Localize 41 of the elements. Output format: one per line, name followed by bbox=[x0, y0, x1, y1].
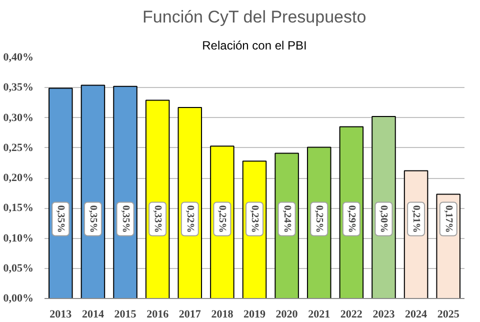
y-tick-label: 0,20% bbox=[3, 172, 34, 184]
y-tick-label: 0,00% bbox=[3, 292, 34, 304]
bar bbox=[145, 100, 170, 298]
data-label: 0,24% bbox=[281, 205, 292, 233]
x-tick-label: 2017 bbox=[178, 308, 202, 320]
data-label: 0,32% bbox=[184, 205, 196, 233]
x-tick-label: 2014 bbox=[82, 308, 104, 320]
data-label: 0,35% bbox=[87, 205, 98, 233]
x-tick-label: 2024 bbox=[405, 308, 428, 320]
y-tick-label: 0,05% bbox=[3, 262, 34, 274]
bar bbox=[113, 86, 138, 298]
x-tick-label: 2020 bbox=[276, 308, 298, 320]
data-label: 0,25% bbox=[314, 205, 325, 233]
x-tick-label: 2023 bbox=[372, 308, 396, 320]
x-tick-label: 2019 bbox=[244, 308, 266, 320]
x-tick-label: 2021 bbox=[308, 308, 330, 320]
bar bbox=[80, 84, 106, 298]
data-label: 0,21% bbox=[410, 205, 422, 233]
x-tick-label: 2022 bbox=[340, 308, 363, 320]
x-tick-label: 2013 bbox=[50, 308, 72, 320]
data-label: 0,33% bbox=[152, 205, 164, 233]
y-tick-label: 0,10% bbox=[3, 232, 34, 244]
bar bbox=[48, 88, 73, 298]
data-label: 0,25% bbox=[216, 205, 228, 233]
x-tick-label: 2015 bbox=[114, 308, 137, 320]
x-tick-label: 2016 bbox=[146, 308, 170, 320]
data-label: 0,23% bbox=[249, 205, 260, 233]
x-tick-label: 2025 bbox=[437, 308, 460, 320]
y-tick-label: 0,35% bbox=[3, 82, 34, 94]
data-label: 0,35% bbox=[55, 205, 66, 233]
x-tick-label: 2018 bbox=[211, 308, 234, 320]
data-label: 0,17% bbox=[442, 205, 454, 233]
y-tick-label: 0,30% bbox=[3, 112, 34, 124]
y-tick-label: 0,15% bbox=[3, 202, 34, 214]
y-tick-label: 0,40% bbox=[3, 52, 34, 64]
y-tick-label: 0,25% bbox=[3, 142, 34, 154]
data-label: 0,35% bbox=[120, 205, 131, 233]
data-label: 0,29% bbox=[346, 205, 357, 233]
chart-subtitle: Relación con el PBI bbox=[202, 38, 307, 52]
chart-title: Función CyT del Presupuesto bbox=[142, 8, 366, 26]
data-label: 0,30% bbox=[378, 205, 390, 233]
